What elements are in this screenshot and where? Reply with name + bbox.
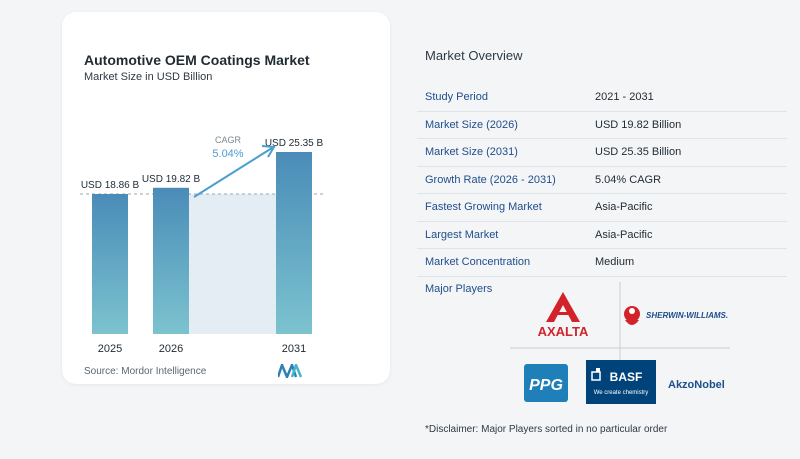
akzonobel-text: AkzoNobel [668, 379, 725, 391]
bar-chart: USD 18.86 B 2025 USD 19.82 B 2026 USD 25.35 … [80, 135, 324, 355]
overview-label: Growth Rate (2026 - 2031) [425, 173, 556, 186]
cagr-value: 5.04% [212, 148, 243, 160]
cagr-arrow [193, 147, 273, 198]
overview-row: Largest Market Asia-Pacific [417, 222, 787, 249]
disclaimer-text: *Disclaimer: Major Players sorted in no … [425, 424, 668, 435]
overview-row: Growth Rate (2026 - 2031) 5.04% CAGR [417, 167, 787, 194]
axalta-logo: AXALTA [538, 292, 589, 339]
basf-logo: BASF We create chemistry [586, 360, 656, 404]
overview-label: Largest Market [425, 228, 499, 241]
x-tick-label: 2031 [282, 343, 306, 355]
overview-label: Fastest Growing Market [425, 201, 542, 214]
overview-value: Asia-Pacific [595, 201, 653, 214]
overview-value: 5.04% CAGR [595, 173, 662, 186]
overview-row: Study Period 2021 - 2031 [417, 84, 787, 112]
mordor-logo-icon [278, 364, 302, 378]
axalta-text: AXALTA [538, 324, 589, 339]
overview-row: Market Size (2031) USD 25.35 Billion [417, 139, 787, 167]
bar-2025 [92, 194, 128, 334]
x-tick-label: 2026 [159, 343, 183, 355]
x-tick-label: 2025 [98, 343, 122, 355]
cagr-arrowhead [261, 145, 276, 158]
overview-label: Study Period [425, 91, 488, 104]
overview-label: Market Concentration [425, 256, 531, 269]
sherwin-williams-logo: SHERWIN-WILLIAMS. [624, 306, 728, 325]
overview-value: USD 25.35 Billion [595, 146, 682, 159]
bar-2031 [276, 152, 312, 334]
chart-subtitle: Market Size in USD Billion [84, 71, 213, 83]
ppg-logo: PPG [524, 364, 568, 402]
bar-value-label: USD 25.35 B [265, 138, 324, 149]
overview-title: Market Overview [425, 48, 523, 63]
basf-tagline: We create chemistry [594, 390, 649, 396]
overview-value: USD 19.82 Billion [595, 118, 682, 131]
overview-label: Market Size (2026) [425, 118, 518, 131]
major-players-title: Major Players [425, 283, 493, 295]
overview-value: 2021 - 2031 [595, 91, 654, 104]
ppg-text: PPG [529, 377, 563, 394]
bar-value-label: USD 18.86 B [81, 180, 140, 191]
cagr-shade-region [189, 194, 276, 334]
source-text: Source: Mordor Intelligence [84, 366, 207, 377]
overview-row: Fastest Growing Market Asia-Pacific [417, 194, 787, 222]
bar-2026 [153, 187, 189, 334]
overview-value: Medium [595, 256, 635, 269]
overview-row: Market Size (2026) USD 19.82 Billion [417, 112, 787, 139]
sherwin-williams-text: SHERWIN-WILLIAMS. [646, 311, 728, 320]
akzonobel-logo: AkzoNobel [668, 379, 725, 391]
cagr-label: CAGR [215, 135, 242, 145]
overview-table: Study Period 2021 - 2031 Market Size (202… [417, 84, 787, 277]
bar-value-label: USD 19.82 B [142, 174, 201, 185]
chart-title: Automotive OEM Coatings Market [84, 52, 310, 68]
overview-row: Market Concentration Medium [417, 249, 787, 277]
overview-value: Asia-Pacific [595, 228, 653, 241]
basf-text: BASF [610, 370, 643, 384]
overview-label: Market Size (2031) [425, 146, 518, 159]
